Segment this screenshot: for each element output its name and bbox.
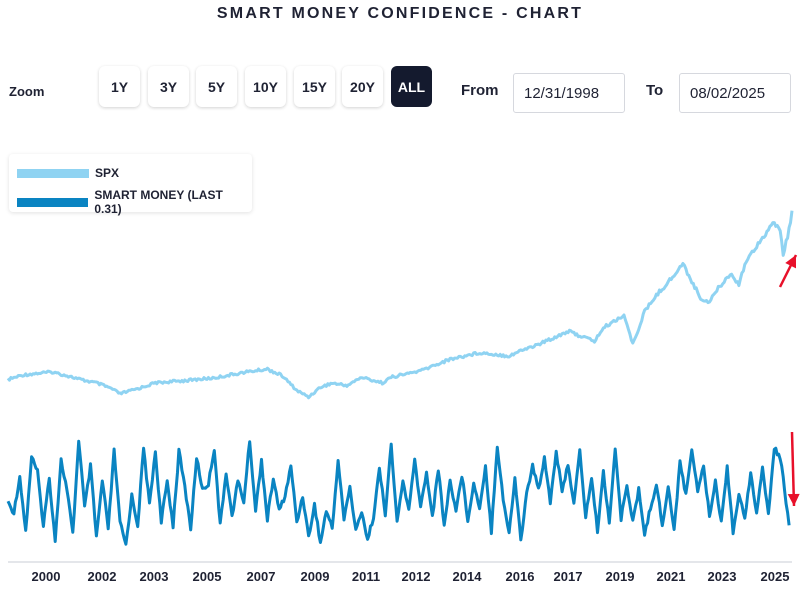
x-tick-label-2014: 2014 bbox=[453, 569, 483, 584]
x-tick-label-2023: 2023 bbox=[708, 569, 737, 584]
x-tick-label-2017: 2017 bbox=[554, 569, 583, 584]
legend-label-smart-money: SMART MONEY (LAST 0.31) bbox=[94, 188, 223, 216]
x-tick-label-2009: 2009 bbox=[301, 569, 330, 584]
x-tick-label-2021: 2021 bbox=[657, 569, 686, 584]
x-tick-label-2005: 2005 bbox=[193, 569, 222, 584]
legend-item-smart-money[interactable]: SMART MONEY (LAST 0.31) bbox=[17, 188, 252, 216]
zoom-1y-button[interactable]: 1Y bbox=[99, 66, 140, 107]
spx-annotation-arrow-head bbox=[785, 255, 796, 269]
legend-swatch-smart-money bbox=[17, 197, 89, 207]
smart-money-series-line bbox=[6, 439, 791, 546]
x-tick-label-2007: 2007 bbox=[247, 569, 276, 584]
x-tick-label-2012: 2012 bbox=[402, 569, 431, 584]
zoom-20y-button[interactable]: 20Y bbox=[342, 66, 383, 107]
zoom-15y-button[interactable]: 15Y bbox=[294, 66, 335, 107]
x-tick-label-2000: 2000 bbox=[32, 569, 61, 584]
x-tick-label-2011: 2011 bbox=[352, 569, 380, 584]
to-label: To bbox=[646, 82, 664, 99]
legend-label-spx: SPX bbox=[95, 166, 120, 180]
smart-money-annotation-arrow-head bbox=[787, 493, 800, 506]
x-tick-label-2016: 2016 bbox=[506, 569, 535, 584]
zoom-10y-button[interactable]: 10Y bbox=[245, 66, 286, 107]
zoom-3y-button[interactable]: 3Y bbox=[148, 66, 189, 107]
zoom-all-button[interactable]: ALL bbox=[391, 66, 432, 107]
x-tick-label-2003: 2003 bbox=[140, 569, 169, 584]
x-tick-label-2002: 2002 bbox=[88, 569, 117, 584]
chart-legend: SPX SMART MONEY (LAST 0.31) bbox=[9, 154, 252, 216]
legend-item-spx[interactable]: SPX bbox=[17, 166, 119, 180]
smart-money-annotation-arrow-shaft bbox=[790, 431, 796, 507]
legend-swatch-spx bbox=[17, 168, 89, 178]
to-date-input[interactable]: 08/02/2025 bbox=[679, 73, 791, 113]
x-tick-label-2025: 2025 bbox=[761, 569, 790, 584]
chart-title: SMART MONEY CONFIDENCE - CHART bbox=[216, 5, 584, 22]
from-label: From bbox=[461, 82, 499, 99]
spx-series-line bbox=[6, 210, 794, 400]
from-date-input[interactable]: 12/31/1998 bbox=[513, 73, 625, 113]
x-tick-label-2019: 2019 bbox=[606, 569, 635, 584]
zoom-5y-button[interactable]: 5Y bbox=[196, 66, 237, 107]
zoom-label: Zoom bbox=[9, 84, 45, 99]
